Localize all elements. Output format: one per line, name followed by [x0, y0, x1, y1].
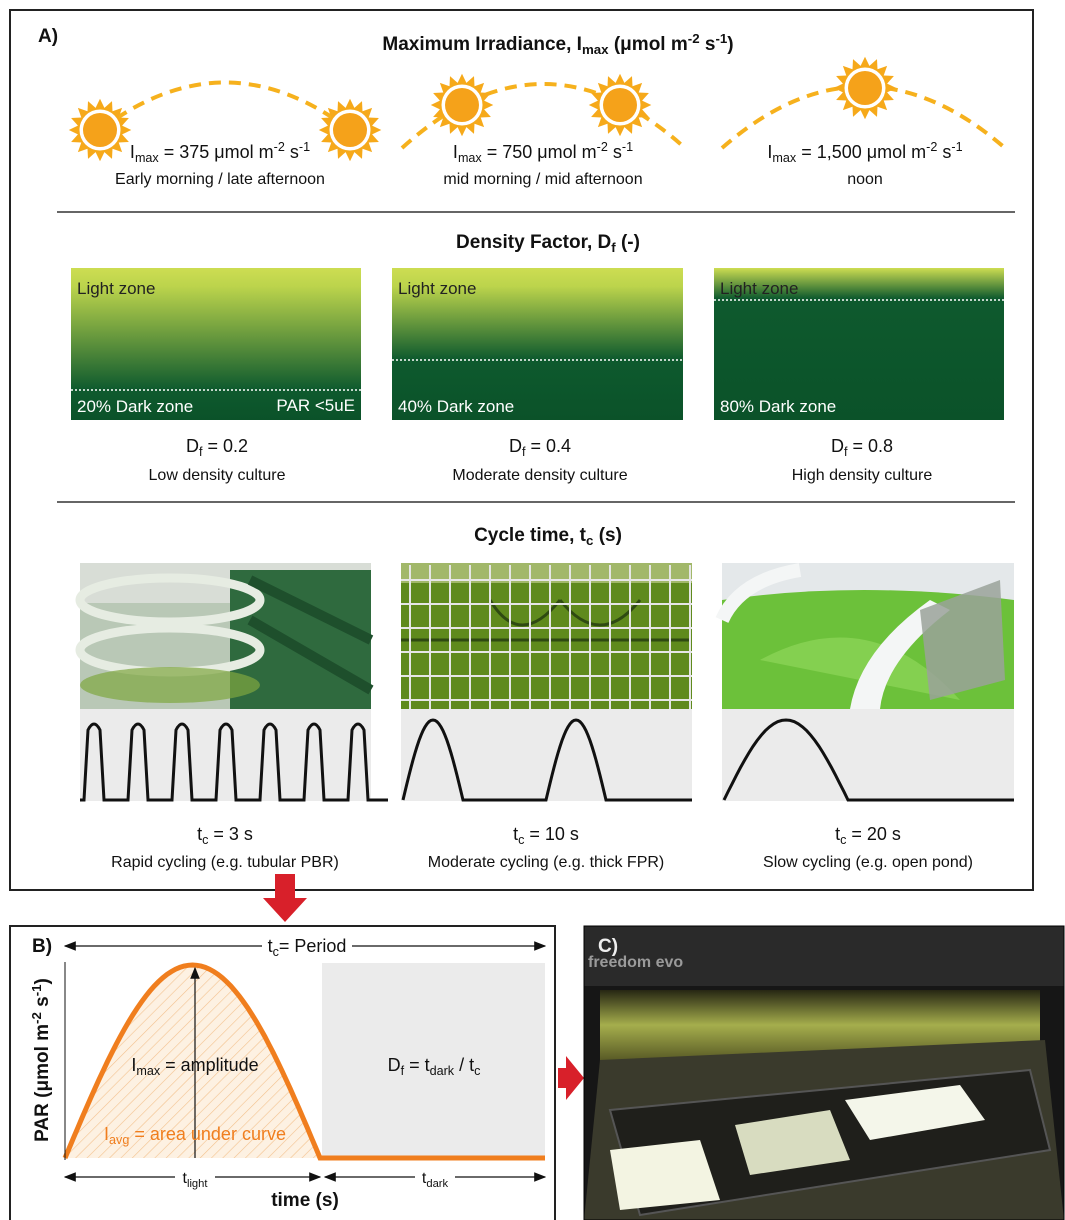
text-part: = 750 μmol m	[482, 142, 597, 162]
cycle-description: Moderate cycling (e.g. thick FPR)	[428, 854, 665, 871]
flow-arrow	[558, 1056, 584, 1100]
text-part: -1	[715, 31, 727, 46]
irradiance-description: mid morning / mid afternoon	[443, 171, 642, 188]
text-part: Maximum Irradiance, I	[382, 34, 582, 55]
text-part: = area under curve	[129, 1124, 286, 1144]
text-part: = 0.8	[847, 436, 893, 456]
text-part: -2	[274, 140, 285, 154]
figure: A)Maximum Irradiance, Imax (μmol m-2 s-1…	[0, 0, 1065, 1220]
text-part: max	[135, 151, 159, 165]
density-factor: Df = 0.4	[509, 436, 571, 459]
text-part: s	[937, 142, 951, 162]
cycle-description: Slow cycling (e.g. open pond)	[763, 854, 973, 871]
photo-tubular	[80, 563, 371, 709]
text-part: -2	[597, 140, 608, 154]
dark-zone-label: 40% Dark zone	[398, 397, 514, 416]
text-part: max	[772, 151, 796, 165]
text-part: Density Factor, D	[456, 232, 611, 253]
wave-bg	[722, 709, 1014, 801]
text-part: s	[285, 142, 299, 162]
period-label: tc= Period	[268, 936, 347, 959]
brand-label: freedom evo	[588, 954, 683, 971]
text-part: = 1,500 μmol m	[796, 142, 926, 162]
sun-core	[848, 71, 882, 105]
section-title: Cycle time, tc (s)	[474, 525, 622, 548]
text-part: s	[608, 142, 622, 162]
text-part: Cycle time, t	[474, 525, 587, 546]
text-part: = 3 s	[208, 824, 253, 844]
text-part: / t	[454, 1055, 474, 1075]
text-part: = 0.2	[202, 436, 248, 456]
irradiance-description: noon	[847, 171, 883, 188]
cycle-description: Rapid cycling (e.g. tubular PBR)	[111, 854, 339, 871]
text-part: D	[831, 436, 844, 456]
text-part: -1	[622, 140, 633, 154]
text-part: max	[458, 151, 482, 165]
text-part: PAR (μmol m	[32, 1024, 53, 1142]
text-part: = 10 s	[524, 824, 579, 844]
light-zone-label: Light zone	[398, 279, 476, 298]
dark-region	[322, 963, 545, 1159]
photo-open-pond	[722, 563, 1014, 709]
text-part: = t	[404, 1055, 430, 1075]
text-part: s	[700, 34, 716, 55]
section-title: Maximum Irradiance, Imax (μmol m-2 s-1)	[382, 31, 733, 57]
text-part: c	[586, 533, 593, 548]
text-part: )	[32, 978, 53, 984]
text-part: = Period	[279, 936, 347, 956]
text-part: = 0.4	[525, 436, 571, 456]
text-part: max	[582, 42, 609, 57]
dark-zone-label: 80% Dark zone	[720, 397, 836, 416]
text-part: s	[32, 996, 53, 1012]
sun-core	[445, 88, 479, 122]
text-part: -2	[29, 1012, 44, 1024]
text-part: dark	[430, 1064, 455, 1078]
light-zone-label: Light zone	[77, 279, 155, 298]
photo-flat-panel	[401, 563, 692, 709]
text-part: -2	[688, 31, 700, 46]
text-part: -1	[29, 984, 44, 996]
irradiance-description: Early morning / late afternoon	[115, 171, 325, 188]
text-part: (s)	[593, 525, 622, 546]
dark-zone-label: 20% Dark zone	[77, 397, 193, 416]
text-part: (μmol m	[609, 34, 688, 55]
y-axis-label: PAR (μmol m-2 s-1)	[29, 978, 53, 1142]
density-description: Moderate density culture	[452, 467, 627, 484]
sun-core	[333, 113, 367, 147]
density-description: Low density culture	[149, 467, 286, 484]
text-part: D	[186, 436, 199, 456]
light-zone-label: Light zone	[720, 279, 798, 298]
text-part: c	[474, 1064, 480, 1078]
text-part: = 20 s	[846, 824, 901, 844]
average-label: Iavg = area under curve	[104, 1124, 286, 1147]
panel-label: B)	[32, 936, 52, 957]
panel-label: A)	[38, 26, 58, 47]
text-part: D	[388, 1055, 401, 1075]
par-note: PAR <5uE	[276, 396, 355, 415]
text-part: avg	[109, 1133, 129, 1147]
density-description: High density culture	[792, 467, 933, 484]
text-part: -2	[926, 140, 937, 154]
text-part: )	[727, 34, 733, 55]
sun-core	[83, 113, 117, 147]
density-factor: Df = 0.8	[831, 436, 893, 459]
text-part: = amplitude	[160, 1055, 259, 1075]
sun-core	[603, 88, 637, 122]
wave-bg	[401, 709, 692, 801]
text-part: max	[136, 1064, 160, 1078]
text-part: -1	[299, 140, 310, 154]
text-part: = 375 μmol m	[159, 142, 274, 162]
text-part: -1	[951, 140, 962, 154]
density-factor: Df = 0.2	[186, 436, 248, 459]
text-part: light	[187, 1178, 208, 1190]
text-part: D	[509, 436, 522, 456]
text-part: (-)	[616, 232, 640, 253]
x-axis-label: time (s)	[271, 1190, 339, 1211]
text-part: dark	[426, 1178, 448, 1190]
